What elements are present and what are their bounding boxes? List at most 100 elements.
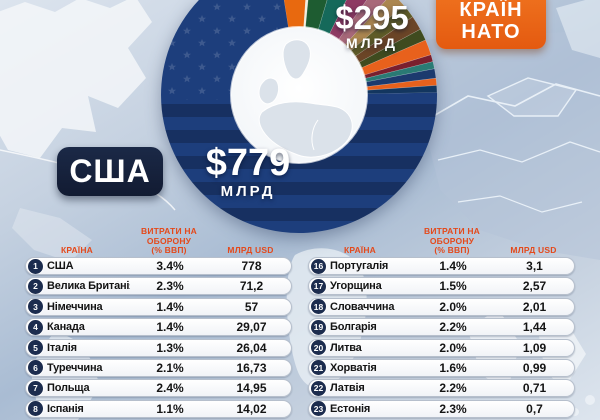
defense-pct-value: 2.2% [439, 320, 467, 335]
rank-badge: 6 [28, 360, 43, 376]
table-row: 21 Хорватія 1.6% 0,99 [308, 358, 575, 377]
header-usd: МЛРД USD [510, 245, 557, 255]
defense-pct-value: 2.1% [156, 360, 184, 375]
country-name: Хорватія [330, 361, 377, 374]
defense-pct-value: 2.3% [439, 401, 467, 416]
usa-country-badge: США [57, 147, 163, 196]
usd-bln-value: 14,95 [236, 381, 267, 396]
table-row: 4 Канада 1.4% 29,07 [25, 318, 292, 337]
header-defense-pct: ВИТРАТИ НА ОБОРОНУ (% ВВП) [140, 226, 198, 255]
usd-bln-value: 2,57 [522, 279, 547, 294]
rank-badge: 18 [311, 299, 326, 315]
country-cell: 2 Велика Британія [26, 278, 130, 294]
usd-bln-value: 0,71 [522, 381, 547, 396]
defense-pct-value: 1.4% [439, 259, 467, 273]
defense-pct-value: 1.1% [156, 401, 184, 416]
usd-bln-value: 71,2 [239, 279, 264, 294]
country-cell: 6 Туреччина [26, 360, 130, 376]
usa-spending-value: $779 [205, 142, 291, 184]
table-row: 19 Болгарія 2.2% 1,44 [308, 318, 575, 337]
country-cell: 5 Італія [26, 340, 130, 356]
table-row: 6 Туреччина 2.1% 16,73 [25, 358, 292, 377]
defense-pct-value: 2.3% [156, 279, 184, 294]
country-cell: 22 Латвія [309, 380, 413, 396]
rank-badge: 3 [28, 299, 43, 315]
defense-pct-value: 1.3% [156, 340, 184, 355]
country-name: Латвія [330, 382, 365, 395]
others-spending-unit: МЛРД [346, 35, 398, 51]
defense-pct-value: 2.0% [439, 299, 467, 314]
country-name: Польща [47, 382, 90, 395]
table-row: 1 США 3.4% 778 [25, 257, 292, 275]
table-row: 20 Литва 2.0% 1,09 [308, 338, 575, 357]
usd-bln-value: 29,07 [236, 320, 267, 335]
usd-bln-value: 2,01 [522, 299, 547, 314]
country-cell: 19 Болгарія [309, 319, 413, 335]
defense-pct-value: 1.4% [156, 320, 184, 335]
defense-pct-value: 2.4% [156, 381, 184, 396]
table-header: КРАЇНА ВИТРАТИ НА ОБОРОНУ (% ВВП) МЛРД U… [25, 226, 292, 255]
defense-pct-value: 2.2% [439, 381, 467, 396]
usd-bln-value: 1,44 [522, 320, 547, 335]
rank-badge: 5 [28, 340, 43, 356]
country-cell: 3 Німеччина [26, 299, 130, 315]
others-spending-value: $295 [335, 0, 409, 36]
country-name: Литва [330, 341, 362, 354]
country-name: Угорщина [330, 280, 382, 293]
table-row: 7 Польща 2.4% 14,95 [25, 379, 292, 398]
donut-segment-other [298, 0, 347, 96]
country-cell: 1 США [26, 258, 130, 274]
header-usd: МЛРД USD [227, 245, 274, 255]
usa-spending-callout: $779 МЛРД [193, 143, 303, 200]
country-name: Естонія [330, 402, 371, 415]
europe-map-scandinavia [282, 39, 311, 80]
rank-badge: 19 [311, 319, 326, 335]
country-name: Італія [47, 341, 77, 354]
rank-badge: 8 [28, 401, 43, 417]
rank-badge: 7 [28, 380, 43, 396]
europe-map-mainland [258, 101, 353, 158]
rank-badge: 1 [28, 258, 43, 274]
usd-bln-value: 16,73 [236, 360, 267, 375]
table-row: 22 Латвія 2.2% 0,71 [308, 379, 575, 398]
header-country: КРАЇНА [60, 245, 94, 255]
europe-map-border-line [311, 119, 319, 151]
nato-badge-line1: КРАЇН [459, 0, 523, 21]
country-name: Португалія [330, 260, 389, 272]
country-cell: 7 Польща [26, 380, 130, 396]
rank-badge: 20 [311, 340, 326, 356]
usd-bln-value: 1,09 [522, 340, 547, 355]
table-row: 5 Італія 1.3% 26,04 [25, 338, 292, 357]
usd-bln-value: 14,02 [236, 401, 267, 416]
rank-badge: 4 [28, 319, 43, 335]
usa-badge-label: США [69, 153, 151, 189]
table-rows-right: 16 Португалія 1.4% 3,1 17 Угорщина 1.5% 2,57 18 С… [308, 257, 575, 418]
table-row: 3 Німеччина 1.4% 57 [25, 297, 292, 316]
usd-bln-value: 57 [244, 299, 259, 314]
header-country: КРАЇНА [343, 245, 377, 255]
defense-pct-value: 3.4% [156, 259, 184, 273]
country-name: Іспанія [47, 402, 84, 415]
usd-bln-value: 3,1 [526, 259, 543, 273]
table-row: 8 Іспанія 1.1% 14,02 [25, 399, 292, 418]
header-defense-pct: ВИТРАТИ НА ОБОРОНУ (% ВВП) [423, 226, 481, 255]
table-row: 2 Велика Британія 2.3% 71,2 [25, 277, 292, 296]
rank-badge: 21 [311, 360, 326, 376]
defense-pct-value: 1.4% [156, 299, 184, 314]
usd-bln-value: 0,99 [522, 360, 547, 375]
country-name: Велика Британія [47, 280, 130, 293]
defense-pct-value: 1.6% [439, 360, 467, 375]
country-name: Німеччина [47, 300, 103, 313]
nato-badge-line2: НАТО [461, 21, 521, 43]
rank-badge: 23 [311, 401, 326, 417]
spending-table-left: КРАЇНА ВИТРАТИ НА ОБОРОНУ (% ВВП) МЛРД U… [25, 226, 292, 420]
table-row: 23 Естонія 2.3% 0,7 [308, 399, 575, 418]
table-header: КРАЇНА ВИТРАТИ НА ОБОРОНУ (% ВВП) МЛРД U… [308, 226, 575, 255]
defense-pct-value: 1.5% [439, 279, 467, 294]
country-cell: 16 Португалія [309, 258, 413, 274]
country-cell: 8 Іспанія [26, 401, 130, 417]
table-row: 18 Словаччина 2.0% 2,01 [308, 297, 575, 316]
rank-badge: 17 [311, 278, 326, 294]
